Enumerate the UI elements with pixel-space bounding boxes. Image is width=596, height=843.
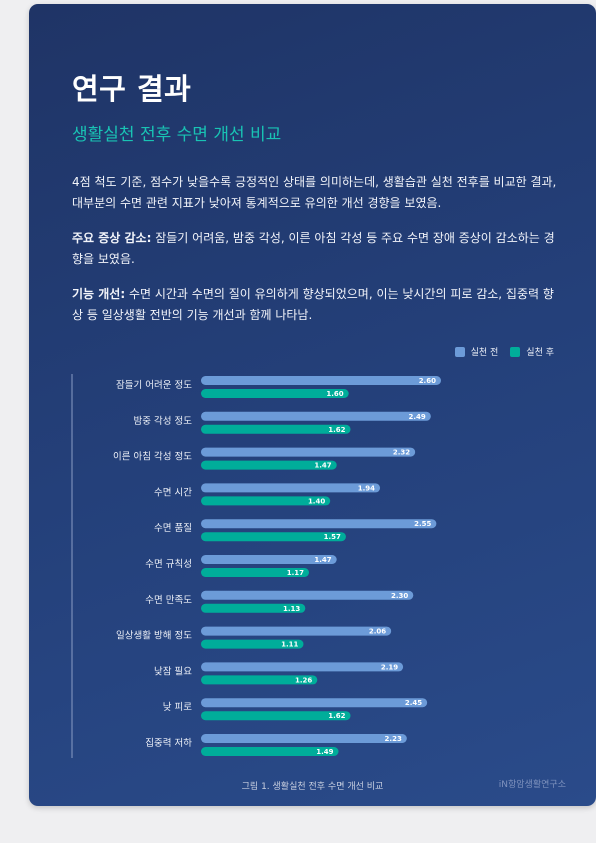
- figure-caption: 그림 1. 생활실천 전후 수면 개선 비교: [241, 782, 384, 792]
- category-label: 낮 피로: [163, 702, 192, 713]
- category-label: 수면 만족도: [145, 595, 192, 606]
- paragraph-function-text: 수면 시간과 수면의 질이 유의하게 향상되었으며, 이는 낮시간의 피로 감소…: [72, 287, 554, 322]
- bar-value-label: 2.30: [391, 592, 408, 600]
- bar-before: [201, 411, 431, 421]
- bar-before: [201, 626, 392, 636]
- brand-watermark: iN항암생활연구소: [498, 780, 566, 790]
- bar-after: [201, 675, 318, 685]
- bar-after: [201, 496, 331, 506]
- category-label: 밤중 각성 정도: [134, 415, 193, 427]
- bar-before: [201, 483, 381, 493]
- bar-before: [201, 590, 414, 600]
- paragraph-function: 기능 개선: 수면 시간과 수면의 질이 유의하게 향상되었으며, 이는 낮시간…: [72, 284, 562, 326]
- category-label: 낮잠 필요: [154, 665, 192, 677]
- bar-after: [201, 603, 306, 613]
- category-label: 잠들기 어려운 정도: [116, 379, 192, 391]
- bar-value-label: 1.13: [283, 605, 300, 613]
- legend-swatch-after: [510, 346, 521, 357]
- bar-value-label: 2.23: [385, 735, 402, 743]
- bar-value-label: 2.49: [409, 413, 426, 421]
- bar-value-label: 2.32: [393, 449, 410, 457]
- bar-after: [201, 711, 351, 721]
- bar-before: [201, 698, 428, 708]
- paragraph-symptoms-text: 잠들기 어려움, 밤중 각성, 이른 아침 각성 등 주요 수면 장애 증상이 …: [72, 231, 555, 266]
- bar-before: [201, 662, 404, 672]
- bar-value-label: 1.17: [287, 569, 304, 577]
- bar-before: [201, 734, 407, 743]
- bar-after: [201, 639, 304, 649]
- page-title: 연구 결과: [72, 72, 192, 106]
- paragraph-symptoms: 주요 증상 감소: 잠들기 어려움, 밤중 각성, 이른 아침 각성 등 주요 …: [72, 228, 562, 270]
- bar-after: [201, 532, 346, 542]
- bar-value-label: 1.40: [308, 497, 325, 505]
- paragraph-function-label: 기능 개선:: [72, 287, 126, 301]
- bar-after: [201, 424, 351, 434]
- bar-after: [201, 747, 339, 756]
- category-label: 일상생활 방해 정도: [116, 630, 192, 642]
- bar-value-label: 1.62: [328, 426, 345, 434]
- bar-before: [201, 376, 441, 385]
- bar-before: [201, 447, 416, 457]
- bar-after: [201, 389, 349, 398]
- bar-value-label: 1.26: [295, 676, 312, 684]
- bar-value-label: 1.11: [281, 641, 298, 649]
- bar-chart: 잠들기 어려운 정도 2.60 1.60 밤중 각성 정도 2.49 1.62 이른 아침 …: [71, 374, 441, 758]
- legend-label-before: 실천 전: [470, 348, 499, 358]
- category-label: 수면 품질: [154, 522, 192, 534]
- bar-after: [201, 460, 337, 470]
- page-subtitle: 생활실천 전후 수면 개선 비교: [72, 125, 282, 145]
- bar-value-label: 2.55: [414, 520, 431, 528]
- bar-value-label: 2.45: [405, 699, 422, 707]
- bar-value-label: 2.19: [381, 663, 398, 671]
- bar-value-label: 1.62: [328, 712, 345, 720]
- legend-label-after: 실천 후: [526, 348, 554, 358]
- bar-value-label: 1.49: [316, 748, 333, 756]
- bar-before: [201, 519, 437, 529]
- bar-before: [201, 555, 337, 564]
- bar-value-label: 1.47: [314, 556, 331, 564]
- result-card: 연구 결과 생활실천 전후 수면 개선 비교 4점 척도 기준, 점수가 낮을수…: [29, 4, 596, 806]
- bar-value-label: 1.47: [314, 462, 331, 470]
- legend-swatch-before: [454, 346, 465, 357]
- category-label: 이른 아침 각성 정도: [113, 451, 192, 463]
- bar-after: [201, 568, 309, 577]
- category-label: 집중력 저하: [145, 737, 192, 749]
- chart-legend: 실천 전 실천 후: [454, 345, 554, 358]
- bar-value-label: 2.60: [419, 377, 436, 385]
- bar-value-label: 2.06: [369, 628, 386, 636]
- category-label: 수면 시간: [154, 487, 192, 498]
- paragraph-summary: 4점 척도 기준, 점수가 낮을수록 긍정적인 상태를 의미하는데, 생활습관 …: [72, 175, 557, 210]
- bar-value-label: 1.94: [358, 484, 375, 492]
- bar-value-label: 1.60: [326, 390, 343, 398]
- category-label: 수면 규칙성: [145, 559, 192, 570]
- bar-value-label: 1.57: [324, 533, 341, 541]
- paragraph-symptoms-label: 주요 증상 감소:: [72, 231, 152, 245]
